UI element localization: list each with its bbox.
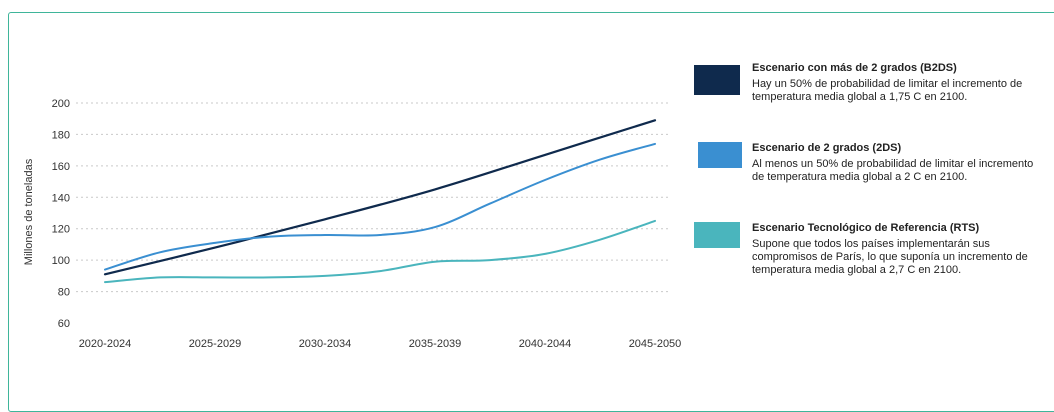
legend-swatch-rts	[694, 222, 740, 248]
y-tick-label: 140	[52, 192, 70, 204]
series-lines	[103, 119, 657, 284]
y-tick-label: 160	[52, 161, 70, 173]
x-tick-label: 2045-2050	[629, 338, 682, 350]
grid-lines	[76, 102, 670, 293]
legend-title-rts: Escenario Tecnológico de Referencia (RTS…	[752, 222, 980, 234]
legend-title-2ds: Escenario de 2 grados (2DS)	[752, 142, 902, 154]
legend-desc-2ds: Al menos un 50% de probabilidad de limit…	[752, 158, 1034, 183]
x-tick-label: 2030-2034	[299, 338, 352, 350]
legend-desc-rts: Supone que todos los países implementará…	[752, 238, 1028, 276]
legend-swatch-2ds	[698, 142, 742, 168]
series-line-rts	[104, 219, 656, 284]
series-line-2ds	[104, 142, 656, 271]
y-tick-label: 80	[58, 287, 70, 299]
y-tick-label: 180	[52, 129, 70, 141]
y-tick-label: 100	[52, 255, 70, 267]
series-line-b2ds	[103, 119, 657, 276]
x-tick-label: 2020-2024	[79, 338, 132, 350]
x-tick-label: 2040-2044	[519, 338, 572, 350]
x-tick-label: 2035-2039	[409, 338, 462, 350]
y-tick-label: 200	[52, 98, 70, 110]
y-axis-label: Millones de toneladas	[23, 158, 35, 265]
y-axis-ticks: 60 80 100 120 140 160 180 200	[52, 98, 70, 330]
legend-desc-b2ds: Hay un 50% de probabilidad de limitar el…	[752, 78, 1023, 103]
line-chart: 60 80 100 120 140 160 180 200 2020-2024 2025-202…	[23, 98, 682, 350]
legend-swatch-b2ds	[694, 65, 740, 95]
x-axis-ticks: 2020-2024 2025-2029 2030-2034 2035-2039 2040…	[79, 338, 682, 350]
legend-title-b2ds: Escenario con más de 2 grados (B2DS)	[752, 62, 957, 74]
x-tick-label: 2025-2029	[189, 338, 242, 350]
y-tick-label: 120	[52, 224, 70, 236]
y-tick-label: 60	[58, 318, 70, 330]
